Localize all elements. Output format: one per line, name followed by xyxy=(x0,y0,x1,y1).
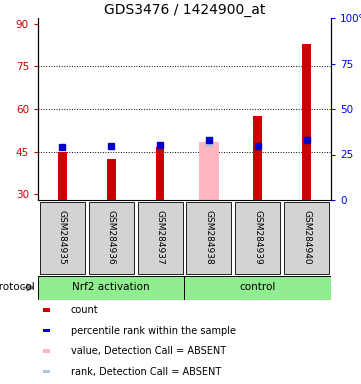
Text: GSM284936: GSM284936 xyxy=(107,210,116,265)
Bar xyxy=(43,349,49,353)
Text: percentile rank within the sample: percentile rank within the sample xyxy=(71,326,236,336)
Bar xyxy=(43,370,49,373)
Text: Nrf2 activation: Nrf2 activation xyxy=(73,283,150,293)
Bar xyxy=(43,329,49,332)
Bar xyxy=(199,142,219,200)
Text: GSM284938: GSM284938 xyxy=(204,210,213,265)
Bar xyxy=(138,202,183,273)
Bar xyxy=(284,202,329,273)
Bar xyxy=(184,275,331,300)
Bar xyxy=(156,147,165,200)
Bar xyxy=(235,202,280,273)
Title: GDS3476 / 1424900_at: GDS3476 / 1424900_at xyxy=(104,3,265,17)
Bar xyxy=(40,202,85,273)
Bar xyxy=(107,159,116,200)
Bar xyxy=(253,116,262,200)
Text: GSM284939: GSM284939 xyxy=(253,210,262,265)
Text: GSM284937: GSM284937 xyxy=(156,210,165,265)
Bar xyxy=(38,275,184,300)
Text: control: control xyxy=(240,283,276,293)
Bar xyxy=(186,202,231,273)
Text: rank, Detection Call = ABSENT: rank, Detection Call = ABSENT xyxy=(71,367,221,377)
Bar xyxy=(58,152,67,200)
Bar xyxy=(302,44,311,200)
Text: GSM284940: GSM284940 xyxy=(302,210,311,265)
Text: protocol: protocol xyxy=(0,283,34,293)
Text: GSM284935: GSM284935 xyxy=(58,210,67,265)
Bar xyxy=(43,308,49,311)
Bar xyxy=(89,202,134,273)
Text: value, Detection Call = ABSENT: value, Detection Call = ABSENT xyxy=(71,346,226,356)
Text: count: count xyxy=(71,305,98,315)
